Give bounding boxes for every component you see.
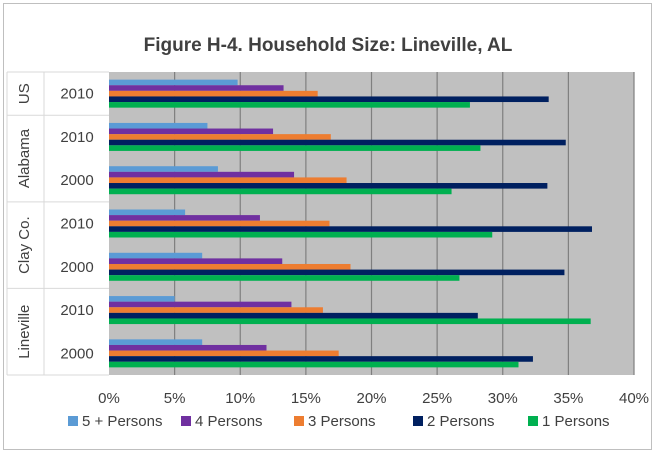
value-axis: 0% 5% 10% 15% 20% 25% 30% 35% 40% bbox=[98, 390, 649, 407]
legend-item: 2 Persons bbox=[413, 413, 495, 430]
legend-label: 2 Persons bbox=[427, 413, 495, 430]
year-label: 2010 bbox=[60, 129, 93, 146]
legend-item: 4 Persons bbox=[181, 413, 263, 430]
legend-label: 1 Persons bbox=[542, 413, 610, 430]
group-label: Lineville bbox=[16, 305, 33, 359]
x-tick-label: 30% bbox=[488, 390, 518, 407]
bar bbox=[109, 215, 260, 221]
bar bbox=[109, 166, 218, 172]
bar bbox=[109, 275, 460, 281]
legend-swatch bbox=[181, 416, 191, 426]
x-tick-label: 25% bbox=[422, 390, 452, 407]
bar bbox=[109, 226, 592, 232]
bar bbox=[109, 134, 331, 140]
bar bbox=[109, 79, 238, 86]
legend: 5 + Persons 4 Persons 3 Persons 2 Persons 1 … bbox=[68, 413, 610, 430]
bar bbox=[109, 318, 591, 325]
legend-item: 5 + Persons bbox=[68, 413, 162, 430]
legend-swatch bbox=[68, 416, 78, 426]
bar bbox=[109, 344, 267, 351]
bar bbox=[109, 177, 347, 184]
bar bbox=[109, 339, 203, 345]
bar bbox=[109, 252, 203, 259]
bar bbox=[109, 139, 566, 146]
category-axis: 2010 US 2010 2000 Alabama 2010 2000 Clay Co. 201… bbox=[6, 71, 109, 376]
year-label: 2010 bbox=[60, 302, 93, 319]
bar bbox=[109, 258, 283, 264]
bar bbox=[109, 350, 339, 357]
x-tick-label: 15% bbox=[291, 390, 321, 407]
legend-item: 1 Persons bbox=[528, 413, 610, 430]
plot-area bbox=[109, 72, 635, 375]
legend-label: 3 Persons bbox=[308, 413, 376, 430]
bar bbox=[109, 188, 452, 195]
legend-swatch bbox=[528, 416, 538, 426]
x-tick-label: 10% bbox=[225, 390, 255, 407]
bar bbox=[109, 96, 549, 103]
bar bbox=[109, 296, 175, 302]
year-label: 2000 bbox=[60, 259, 93, 276]
bar bbox=[109, 90, 318, 97]
bar bbox=[109, 312, 478, 319]
group-label: US bbox=[16, 83, 33, 104]
legend-swatch bbox=[294, 416, 304, 426]
bar bbox=[109, 145, 481, 151]
x-tick-label: 20% bbox=[356, 390, 386, 407]
bar bbox=[109, 220, 330, 227]
bar bbox=[109, 361, 519, 368]
legend-swatch bbox=[413, 416, 423, 426]
x-tick-label: 5% bbox=[164, 390, 186, 407]
bar bbox=[109, 183, 548, 189]
x-tick-label: 40% bbox=[619, 390, 649, 407]
legend-label: 4 Persons bbox=[195, 413, 263, 430]
household-size-chart: Figure H-4. Household Size: Lineville, A… bbox=[6, 35, 649, 430]
chart-title: Figure H-4. Household Size: Lineville, A… bbox=[144, 35, 513, 56]
x-tick-label: 0% bbox=[98, 390, 120, 407]
group-label: Clay Co. bbox=[16, 216, 33, 274]
year-label: 2010 bbox=[60, 86, 93, 103]
bar bbox=[109, 209, 186, 216]
bar bbox=[109, 85, 284, 91]
bar bbox=[109, 301, 292, 308]
year-label: 2000 bbox=[60, 172, 93, 189]
x-tick-label: 35% bbox=[553, 390, 583, 407]
year-label: 2010 bbox=[60, 216, 93, 233]
bar bbox=[109, 171, 295, 178]
legend-item: 3 Persons bbox=[294, 413, 376, 430]
legend-label: 5 + Persons bbox=[82, 413, 162, 430]
bar bbox=[109, 263, 351, 270]
bar bbox=[109, 102, 470, 108]
year-label: 2000 bbox=[60, 345, 93, 362]
chart-frame: Figure H-4. Household Size: Lineville, A… bbox=[3, 3, 652, 450]
group-label: Alabama bbox=[16, 128, 33, 188]
bar bbox=[109, 356, 533, 362]
bar bbox=[109, 307, 323, 313]
bar bbox=[109, 231, 493, 238]
bar bbox=[109, 122, 208, 129]
bar bbox=[109, 269, 565, 276]
bar bbox=[109, 128, 274, 135]
